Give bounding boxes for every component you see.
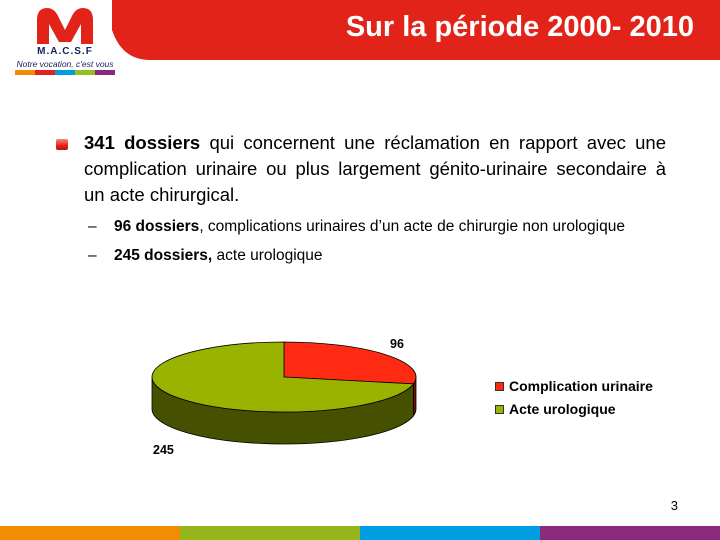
chart-legend: Complication urinaire Acte urologique (495, 378, 653, 424)
logo-strip-segment (55, 70, 75, 75)
logo-strip-segment (75, 70, 95, 75)
dash-icon: – (88, 218, 97, 235)
header-background (112, 0, 720, 60)
page-number: 3 (670, 498, 678, 513)
logo-tagline: Notre vocation, c'est vous (16, 59, 114, 69)
main-bullet-text: qui concernent une réclamation en rappor… (84, 132, 666, 205)
sub-bullet-list: – 96 dossiers, complications urinaires d… (56, 216, 666, 266)
footer-strip-segment (540, 526, 720, 540)
logo-name: M.A.C.S.F (37, 46, 93, 57)
dash-icon: – (88, 247, 97, 264)
pie-slice-complication (283, 341, 417, 385)
slide-title: Sur la période 2000- 2010 (345, 11, 694, 43)
legend-label-complication: Complication urinaire (509, 378, 653, 394)
header-bar: Sur la période 2000- 2010 (0, 0, 720, 60)
sub-bullet-bold: 245 dossiers, (114, 247, 213, 264)
main-bullet-bold: 341 dossiers (84, 132, 201, 153)
bullet-square-icon (56, 139, 68, 150)
legend-item-urologique: Acte urologique (495, 401, 653, 417)
logo-strip-segment (95, 70, 115, 75)
main-bullet: 341 dossiers qui concernent une réclamat… (56, 130, 666, 208)
slide-content: 341 dossiers qui concernent une réclamat… (56, 130, 666, 274)
logo-strip-segment (15, 70, 35, 75)
legend-item-complication: Complication urinaire (495, 378, 653, 394)
sub-bullet-text: acte urologique (212, 247, 323, 264)
footer-strip-segment (360, 526, 540, 540)
legend-label-urologique: Acte urologique (509, 401, 616, 417)
sub-bullet-item: – 96 dossiers, complications urinaires d… (84, 216, 666, 237)
sub-bullet-text: , complications urinaires d’un acte de c… (199, 218, 625, 235)
legend-swatch-complication (495, 381, 504, 391)
footer-strip-segment (180, 526, 360, 540)
pie-slice-urologique (151, 341, 415, 413)
pie-chart: 96 245 (140, 330, 440, 470)
legend-swatch-urologique (495, 404, 504, 414)
data-label-complication: 96 (390, 337, 404, 351)
footer-color-strip (0, 526, 720, 540)
sub-bullet-item: – 245 dossiers, acte urologique (84, 245, 666, 266)
logo-color-strip (15, 70, 115, 75)
pie-chart-svg (151, 341, 417, 445)
sub-bullet-bold: 96 dossiers (114, 218, 200, 235)
data-label-urologique: 245 (153, 443, 174, 457)
macsf-logo: M.A.C.S.F Notre vocation, c'est vous (10, 6, 120, 82)
macsf-logo-icon (37, 8, 93, 44)
logo-strip-segment (35, 70, 55, 75)
footer-strip-segment (0, 526, 180, 540)
